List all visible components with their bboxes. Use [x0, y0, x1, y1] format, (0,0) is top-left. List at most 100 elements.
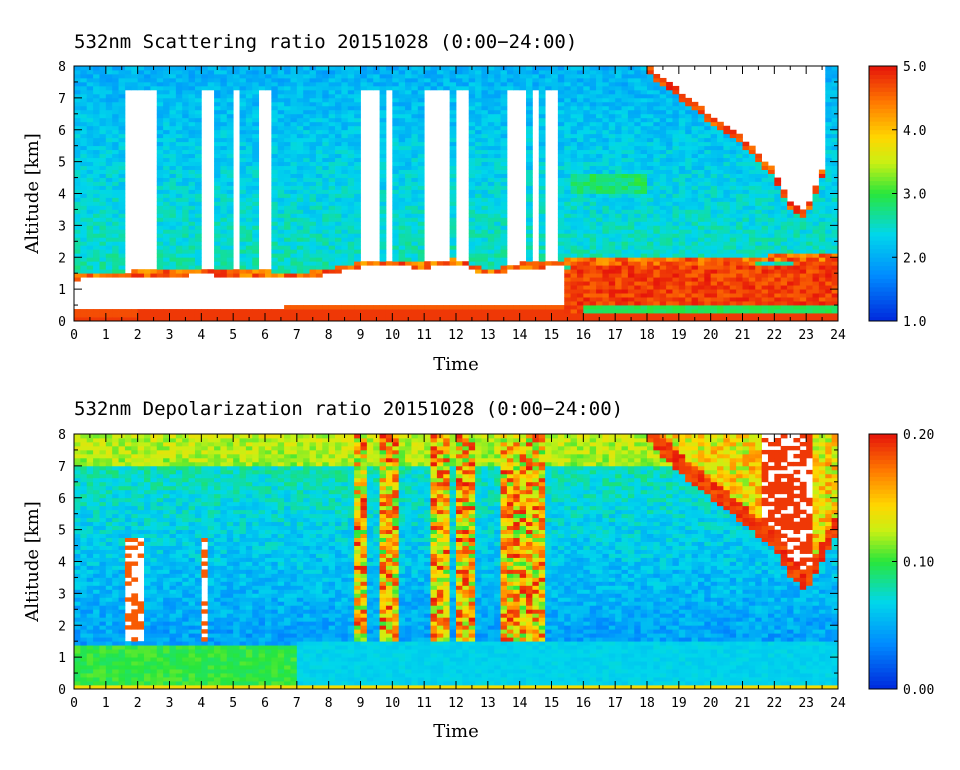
heatmap-cell: [602, 189, 610, 194]
heatmap-cell: [335, 305, 342, 310]
heatmap-cell: [411, 313, 419, 318]
heatmap-cell: [93, 237, 100, 242]
heatmap-cell: [341, 257, 349, 262]
heatmap-cell: [347, 125, 355, 131]
heatmap-cell: [105, 121, 113, 127]
heatmap-cell: [182, 121, 189, 127]
heatmap-cell: [335, 85, 342, 91]
heatmap-cell: [182, 161, 189, 167]
heatmap-cell: [105, 137, 113, 143]
heatmap-cell: [666, 105, 673, 111]
heatmap-cell: [653, 177, 661, 182]
heatmap-cell: [379, 169, 387, 174]
heatmap-cell: [156, 261, 164, 266]
heatmap-cell: [347, 237, 355, 242]
heatmap-cell: [214, 169, 221, 174]
heatmap-cell: [271, 66, 279, 71]
heatmap-cell: [74, 261, 81, 266]
heatmap-cell: [519, 73, 527, 79]
heatmap-cell: [468, 237, 476, 242]
heatmap-cell: [742, 233, 750, 238]
heatmap-cell: [392, 229, 400, 234]
heatmap-cell: [315, 221, 323, 226]
heatmap-cell: [653, 217, 661, 222]
heatmap-cell: [481, 169, 489, 174]
heatmap-cell: [755, 269, 762, 274]
heatmap-cell: [647, 73, 654, 79]
heatmap-cell: [494, 69, 501, 75]
heatmap-cell: [647, 181, 654, 186]
heatmap-cell: [163, 157, 170, 163]
heatmap-cell: [392, 217, 400, 222]
heatmap-cell: [347, 161, 355, 167]
heatmap-cell: [729, 301, 737, 306]
heatmap-cell: [723, 145, 731, 151]
heatmap-cell: [634, 121, 642, 127]
heatmap-cell: [538, 229, 546, 234]
heatmap-cell: [112, 133, 119, 139]
heatmap-cell: [583, 305, 591, 310]
heatmap-cell: [405, 69, 412, 75]
heatmap-cell: [475, 117, 482, 123]
heatmap-cell: [271, 137, 279, 143]
heatmap-cell: [583, 245, 591, 250]
heatmap-cell: [602, 101, 610, 107]
heatmap-cell: [627, 309, 635, 314]
heatmap-cell: [653, 297, 661, 302]
heatmap-cell: [226, 133, 234, 139]
heatmap-cell: [411, 193, 419, 198]
heatmap-cell: [252, 133, 260, 139]
heatmap-cell: [659, 309, 667, 314]
heatmap-cell: [755, 185, 762, 190]
heatmap-cell: [392, 85, 400, 91]
heatmap-cell: [156, 173, 164, 178]
heatmap-cell: [220, 66, 228, 71]
heatmap-cell: [602, 241, 610, 246]
heatmap-cell: [729, 237, 737, 242]
heatmap-cell: [385, 69, 393, 75]
heatmap-cell: [328, 217, 336, 222]
heatmap-cell: [468, 181, 476, 186]
heatmap-cell: [717, 305, 724, 310]
heatmap-cell: [360, 66, 368, 71]
heatmap-cell: [570, 189, 578, 194]
heatmap-cell: [182, 97, 189, 103]
heatmap-cell: [615, 229, 622, 234]
heatmap-cell: [500, 121, 508, 127]
heatmap-cell: [252, 217, 260, 222]
heatmap-cell: [589, 109, 597, 115]
heatmap-cell: [704, 141, 712, 147]
heatmap-cell: [105, 177, 113, 182]
heatmap-cell: [411, 133, 419, 139]
heatmap-cell: [118, 245, 126, 250]
heatmap-cell: [277, 205, 285, 210]
heatmap-cell: [315, 101, 323, 107]
heatmap-cell: [627, 281, 635, 286]
heatmap-cell: [124, 85, 132, 91]
heatmap-cell: [481, 121, 489, 127]
heatmap-cell: [685, 137, 692, 143]
heatmap-cell: [621, 101, 629, 107]
heatmap-cell: [252, 161, 260, 167]
heatmap-cell: [634, 161, 642, 167]
heatmap-cell: [163, 145, 170, 151]
heatmap-cell: [163, 173, 170, 178]
heatmap-cell: [169, 157, 177, 163]
heatmap-cell: [379, 189, 387, 194]
heatmap-cell: [640, 297, 648, 302]
heatmap-cell: [653, 265, 661, 270]
heatmap-cell: [672, 289, 680, 294]
heatmap-cell: [538, 265, 546, 270]
heatmap-cell: [169, 189, 177, 194]
heatmap-cell: [583, 249, 591, 254]
heatmap-cell: [379, 209, 387, 214]
heatmap-cell: [647, 285, 654, 290]
heatmap-cell: [748, 149, 756, 155]
heatmap-cell: [398, 169, 406, 174]
heatmap-cell: [322, 97, 330, 103]
heatmap-cell: [621, 97, 629, 103]
heatmap-cell: [137, 309, 145, 314]
heatmap-cell: [284, 173, 291, 178]
heatmap-cell: [494, 157, 501, 163]
heatmap-cell: [704, 133, 712, 139]
